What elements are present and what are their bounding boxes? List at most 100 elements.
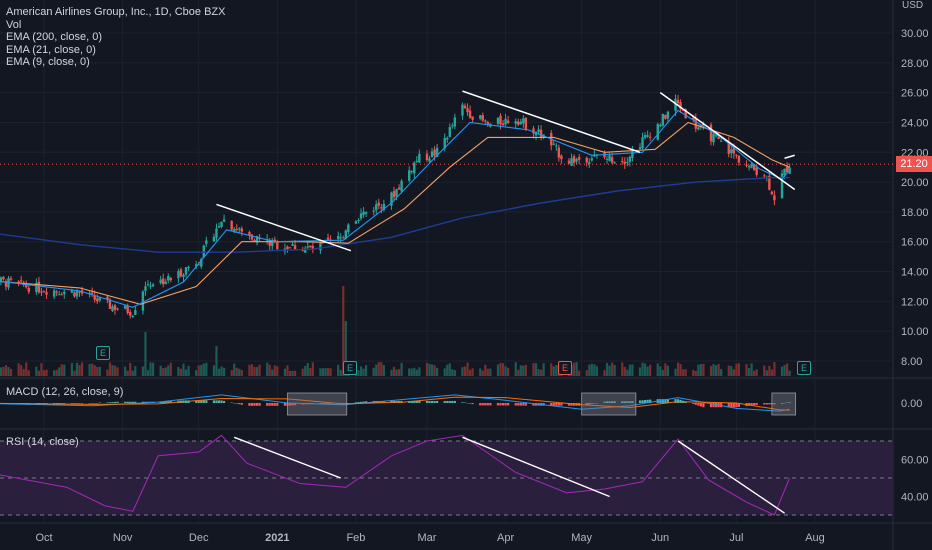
macd-histogram-bar: [674, 399, 677, 403]
macd-histogram-bar: [268, 403, 271, 406]
candle-body: [735, 154, 738, 156]
volume-bar: [613, 364, 616, 376]
volume-bar: [519, 365, 522, 376]
volume-bar: [17, 363, 20, 376]
candle-body: [268, 240, 271, 246]
macd-histogram-bar: [664, 399, 667, 403]
volume-bar: [364, 365, 368, 376]
candle-body: [603, 152, 606, 158]
volume-bar: [96, 367, 99, 376]
macd-histogram-bar: [484, 403, 487, 406]
volume-bar: [786, 363, 789, 376]
macd-histogram-bar: [40, 403, 43, 404]
volume-bar: [202, 363, 205, 376]
macd-histogram-bar: [712, 403, 715, 408]
candle-body: [408, 170, 411, 181]
earnings-marker-icon[interactable]: E: [343, 361, 357, 375]
volume-bar: [255, 367, 259, 376]
macd-histogram-bar: [134, 401, 137, 403]
candle-body: [560, 155, 563, 160]
candle-body: [4, 281, 8, 287]
candle-body: [719, 140, 723, 142]
macd-histogram-bar: [747, 403, 751, 406]
macd-histogram-bar: [684, 401, 687, 403]
volume-bar: [111, 365, 114, 376]
macd-histogram-bar: [70, 403, 73, 404]
candle-body: [238, 228, 241, 230]
volume-bar: [709, 366, 713, 376]
volume-bar: [443, 368, 446, 376]
volume-bar: [144, 332, 147, 376]
earnings-marker-icon[interactable]: E: [558, 361, 572, 375]
volume-bar: [517, 369, 520, 376]
candle-body: [184, 267, 188, 275]
volume-bar: [266, 362, 269, 376]
macd-histogram-bar: [344, 403, 347, 404]
volume-bar: [628, 364, 631, 376]
volume-bar: [588, 364, 591, 376]
earnings-marker-icon[interactable]: E: [797, 361, 811, 375]
candle-body: [106, 296, 109, 300]
macd-histogram-bar: [524, 403, 527, 406]
earnings-marker-icon[interactable]: E: [96, 346, 110, 360]
candle-body: [631, 150, 634, 159]
candle-body: [684, 109, 687, 119]
volume-bar: [750, 363, 753, 376]
volume-bar: [258, 364, 261, 376]
candle-body: [413, 162, 416, 174]
x-tick-label: Jun: [651, 532, 669, 544]
x-tick-label: Feb: [346, 532, 365, 544]
candle-body: [605, 158, 609, 160]
candle-body: [319, 242, 322, 251]
candle-body: [258, 238, 261, 240]
macd-histogram-bar: [436, 400, 439, 403]
macd-histogram-bar: [430, 400, 434, 403]
macd-histogram-bar: [230, 402, 233, 403]
candle-body: [567, 160, 571, 164]
volume-bar: [732, 369, 735, 376]
candle-body: [58, 294, 61, 296]
volume-bar: [22, 369, 25, 376]
volume-bar: [63, 364, 66, 376]
volume-bar: [593, 364, 596, 376]
candle-body: [610, 157, 614, 163]
candle-body: [177, 271, 180, 279]
volume-bar: [375, 364, 378, 376]
x-tick-label: May: [571, 532, 592, 544]
candle-body: [709, 124, 713, 142]
volume-bar: [753, 370, 756, 376]
macd-histogram-bar: [53, 403, 56, 404]
macd-histogram-bar: [471, 403, 474, 405]
volume-bar: [572, 362, 576, 376]
candle-body: [783, 168, 786, 175]
candle-body: [42, 291, 46, 293]
candle-body: [339, 237, 342, 239]
candle-body: [590, 158, 594, 161]
volume-bar: [301, 368, 304, 376]
candle-body: [354, 221, 358, 224]
macd-histogram-bar: [88, 403, 91, 404]
volume-bar: [542, 363, 545, 376]
macd-histogram-bar: [347, 403, 350, 404]
candle-body: [78, 291, 81, 293]
candle-body: [306, 246, 309, 248]
volume-bar: [463, 366, 467, 376]
volume-bar: [182, 363, 185, 376]
y-tick-label: 10.00: [901, 326, 929, 338]
rsi-trendline: [462, 436, 610, 498]
macd-histogram-bar: [532, 403, 535, 406]
volume-bar: [479, 368, 482, 376]
candle-body: [194, 264, 198, 267]
candle-body: [159, 279, 162, 284]
volume-bar: [608, 365, 611, 376]
volume-bar: [20, 365, 23, 376]
macd-histogram-bar: [362, 401, 365, 403]
volume-bar: [676, 362, 680, 376]
volume-bar: [552, 366, 555, 376]
candle-body: [126, 306, 129, 314]
volume-bar: [362, 368, 365, 376]
candle-body: [435, 147, 439, 157]
volume-bar: [720, 369, 723, 376]
macd-histogram-bar: [643, 400, 647, 403]
